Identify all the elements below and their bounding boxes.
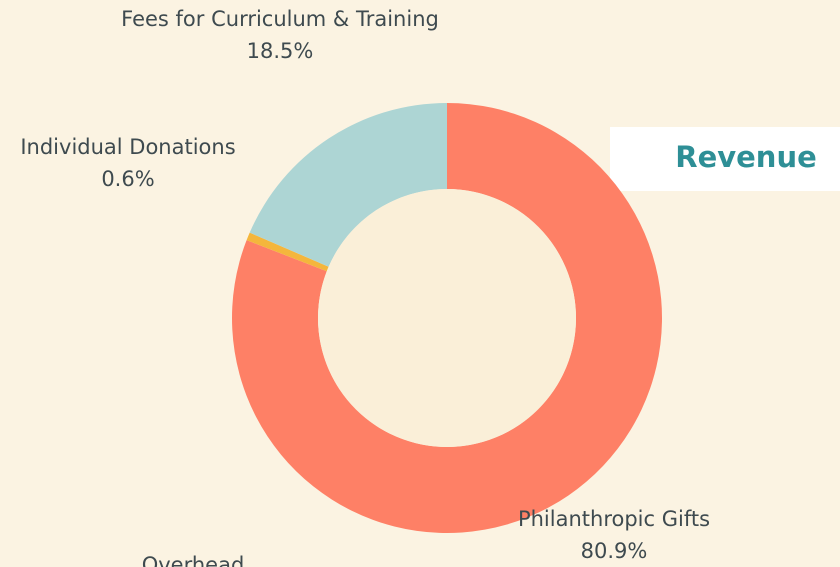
slice-value: 80.9% — [581, 539, 648, 563]
title-box — [610, 127, 840, 191]
slice — [246, 232, 329, 272]
cut-label: Overhead — [142, 553, 245, 567]
slice-label: Fees for Curriculum & Training — [121, 7, 439, 31]
donut-hole — [318, 189, 576, 447]
slice-label: Philanthropic Gifts — [518, 507, 710, 531]
slice-value: 0.6% — [101, 167, 154, 191]
slice-value: 18.5% — [247, 39, 314, 63]
slice — [231, 103, 663, 533]
slice — [249, 103, 447, 267]
chart-title: Revenue — [675, 140, 817, 174]
slice-label: Individual Donations — [20, 135, 235, 159]
